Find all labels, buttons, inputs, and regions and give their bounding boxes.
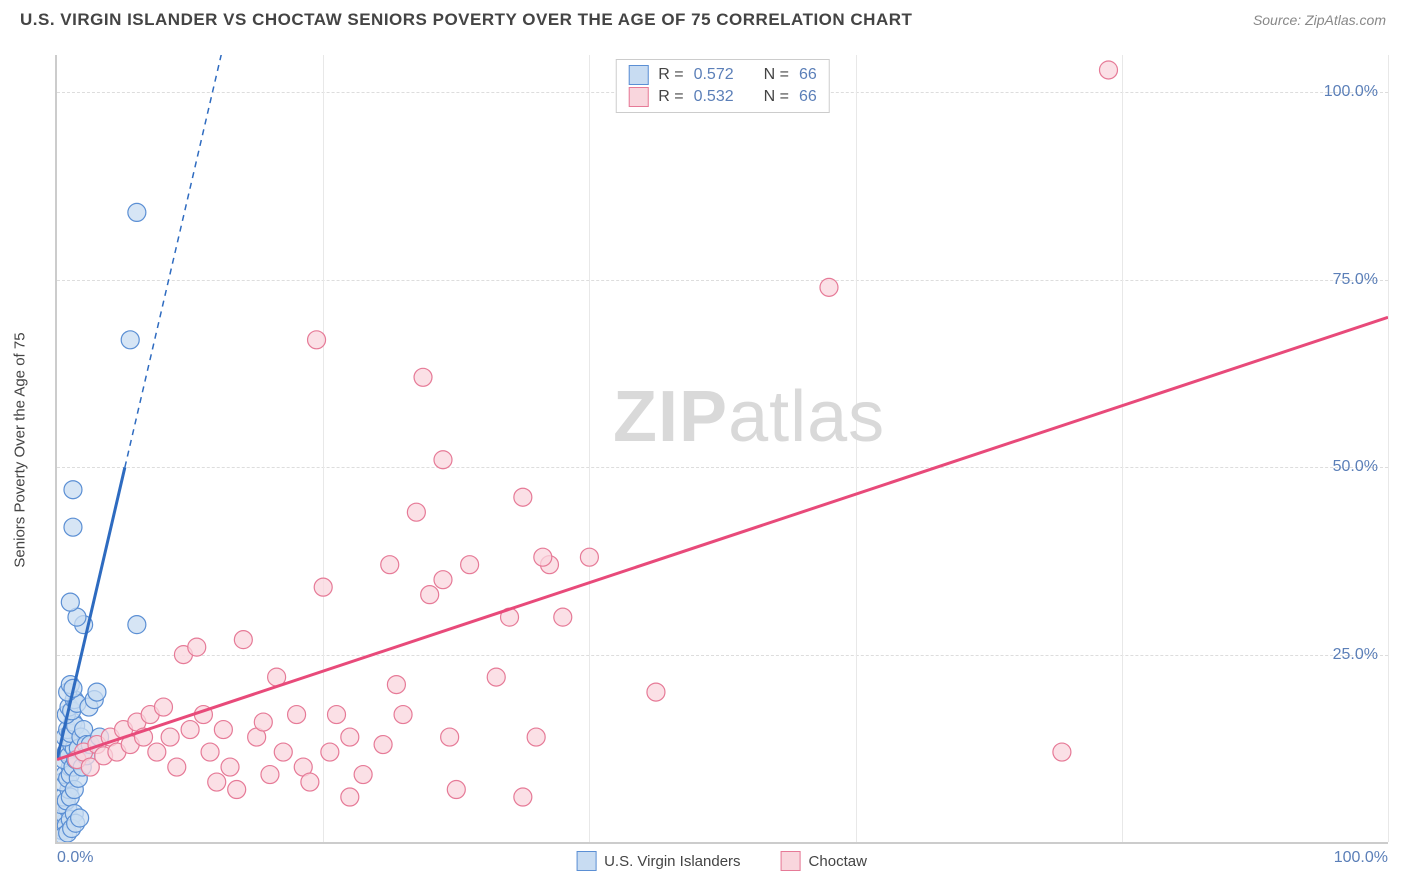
data-point: [1053, 743, 1071, 761]
data-point: [487, 668, 505, 686]
data-point: [321, 743, 339, 761]
data-point: [647, 683, 665, 701]
data-point: [188, 638, 206, 656]
legend-n-label: N =: [764, 66, 789, 84]
data-point: [301, 773, 319, 791]
legend-series-name: U.S. Virgin Islanders: [604, 853, 740, 870]
data-point: [341, 788, 359, 806]
data-point: [61, 593, 79, 611]
xtick-label: 100.0%: [1334, 849, 1388, 867]
data-point: [148, 743, 166, 761]
legend-top: R = 0.572 N = 66 R = 0.532 N = 66: [615, 59, 830, 113]
legend-swatch: [576, 851, 596, 871]
data-point: [261, 766, 279, 784]
data-point: [381, 556, 399, 574]
legend-r-value: 0.532: [694, 88, 734, 106]
data-point: [414, 368, 432, 386]
plot-area: ZIPatlas R =0.572N =66R =0.532N =66 25.0…: [55, 55, 1388, 844]
legend-swatch: [628, 87, 648, 107]
legend-top-row: R = 0.572 N = 66: [628, 64, 817, 86]
legend-r-label: R =: [658, 88, 683, 106]
legend-r-value: 0.572: [694, 66, 734, 84]
data-point: [534, 548, 552, 566]
legend-swatch: [781, 851, 801, 871]
data-point: [328, 706, 346, 724]
data-point: [154, 698, 172, 716]
data-point: [71, 809, 89, 827]
legend-bottom: U.S. Virgin Islanders Choctaw: [576, 851, 867, 871]
data-point: [161, 728, 179, 746]
legend-swatch: [628, 65, 648, 85]
data-point: [341, 728, 359, 746]
data-point: [181, 721, 199, 739]
scatter-svg: [57, 55, 1388, 842]
data-point: [228, 781, 246, 799]
plot-container: ZIPatlas R =0.572N =66R =0.532N =66 25.0…: [55, 55, 1388, 844]
data-point: [314, 578, 332, 596]
legend-bottom-item: Choctaw: [781, 851, 867, 871]
legend-n-label: N =: [764, 88, 789, 106]
data-point: [394, 706, 412, 724]
data-point: [221, 758, 239, 776]
data-point: [288, 706, 306, 724]
data-point: [64, 518, 82, 536]
data-point: [168, 758, 186, 776]
legend-r-label: R =: [658, 66, 683, 84]
data-point: [434, 451, 452, 469]
data-point: [234, 631, 252, 649]
data-point: [128, 203, 146, 221]
data-point: [128, 616, 146, 634]
data-point: [387, 676, 405, 694]
data-point: [374, 736, 392, 754]
legend-top-row: R = 0.532 N = 66: [628, 86, 817, 108]
data-point: [407, 503, 425, 521]
data-point: [201, 743, 219, 761]
data-point: [527, 728, 545, 746]
data-point: [254, 713, 272, 731]
legend-bottom-item: U.S. Virgin Islanders: [576, 851, 740, 871]
legend-n-value: 66: [799, 66, 817, 84]
data-point: [308, 331, 326, 349]
trend-line: [57, 317, 1388, 759]
chart-title: U.S. VIRGIN ISLANDER VS CHOCTAW SENIORS …: [20, 10, 912, 30]
data-point: [820, 278, 838, 296]
grid-v: [1388, 55, 1389, 842]
xtick-label: 0.0%: [57, 849, 93, 867]
data-point: [64, 481, 82, 499]
data-point: [580, 548, 598, 566]
data-point: [274, 743, 292, 761]
data-point: [121, 331, 139, 349]
legend-n-value: 66: [799, 88, 817, 106]
data-point: [447, 781, 465, 799]
data-point: [434, 571, 452, 589]
trend-line-extrapolated: [125, 55, 286, 467]
legend-series-name: Choctaw: [809, 853, 867, 870]
data-point: [214, 721, 232, 739]
data-point: [1099, 61, 1117, 79]
data-point: [514, 488, 532, 506]
data-point: [88, 683, 106, 701]
y-axis-label: Seniors Poverty Over the Age of 75: [12, 332, 29, 567]
data-point: [441, 728, 459, 746]
data-point: [554, 608, 572, 626]
source-label: Source: ZipAtlas.com: [1253, 12, 1386, 28]
data-point: [461, 556, 479, 574]
data-point: [208, 773, 226, 791]
data-point: [354, 766, 372, 784]
data-point: [421, 586, 439, 604]
data-point: [514, 788, 532, 806]
